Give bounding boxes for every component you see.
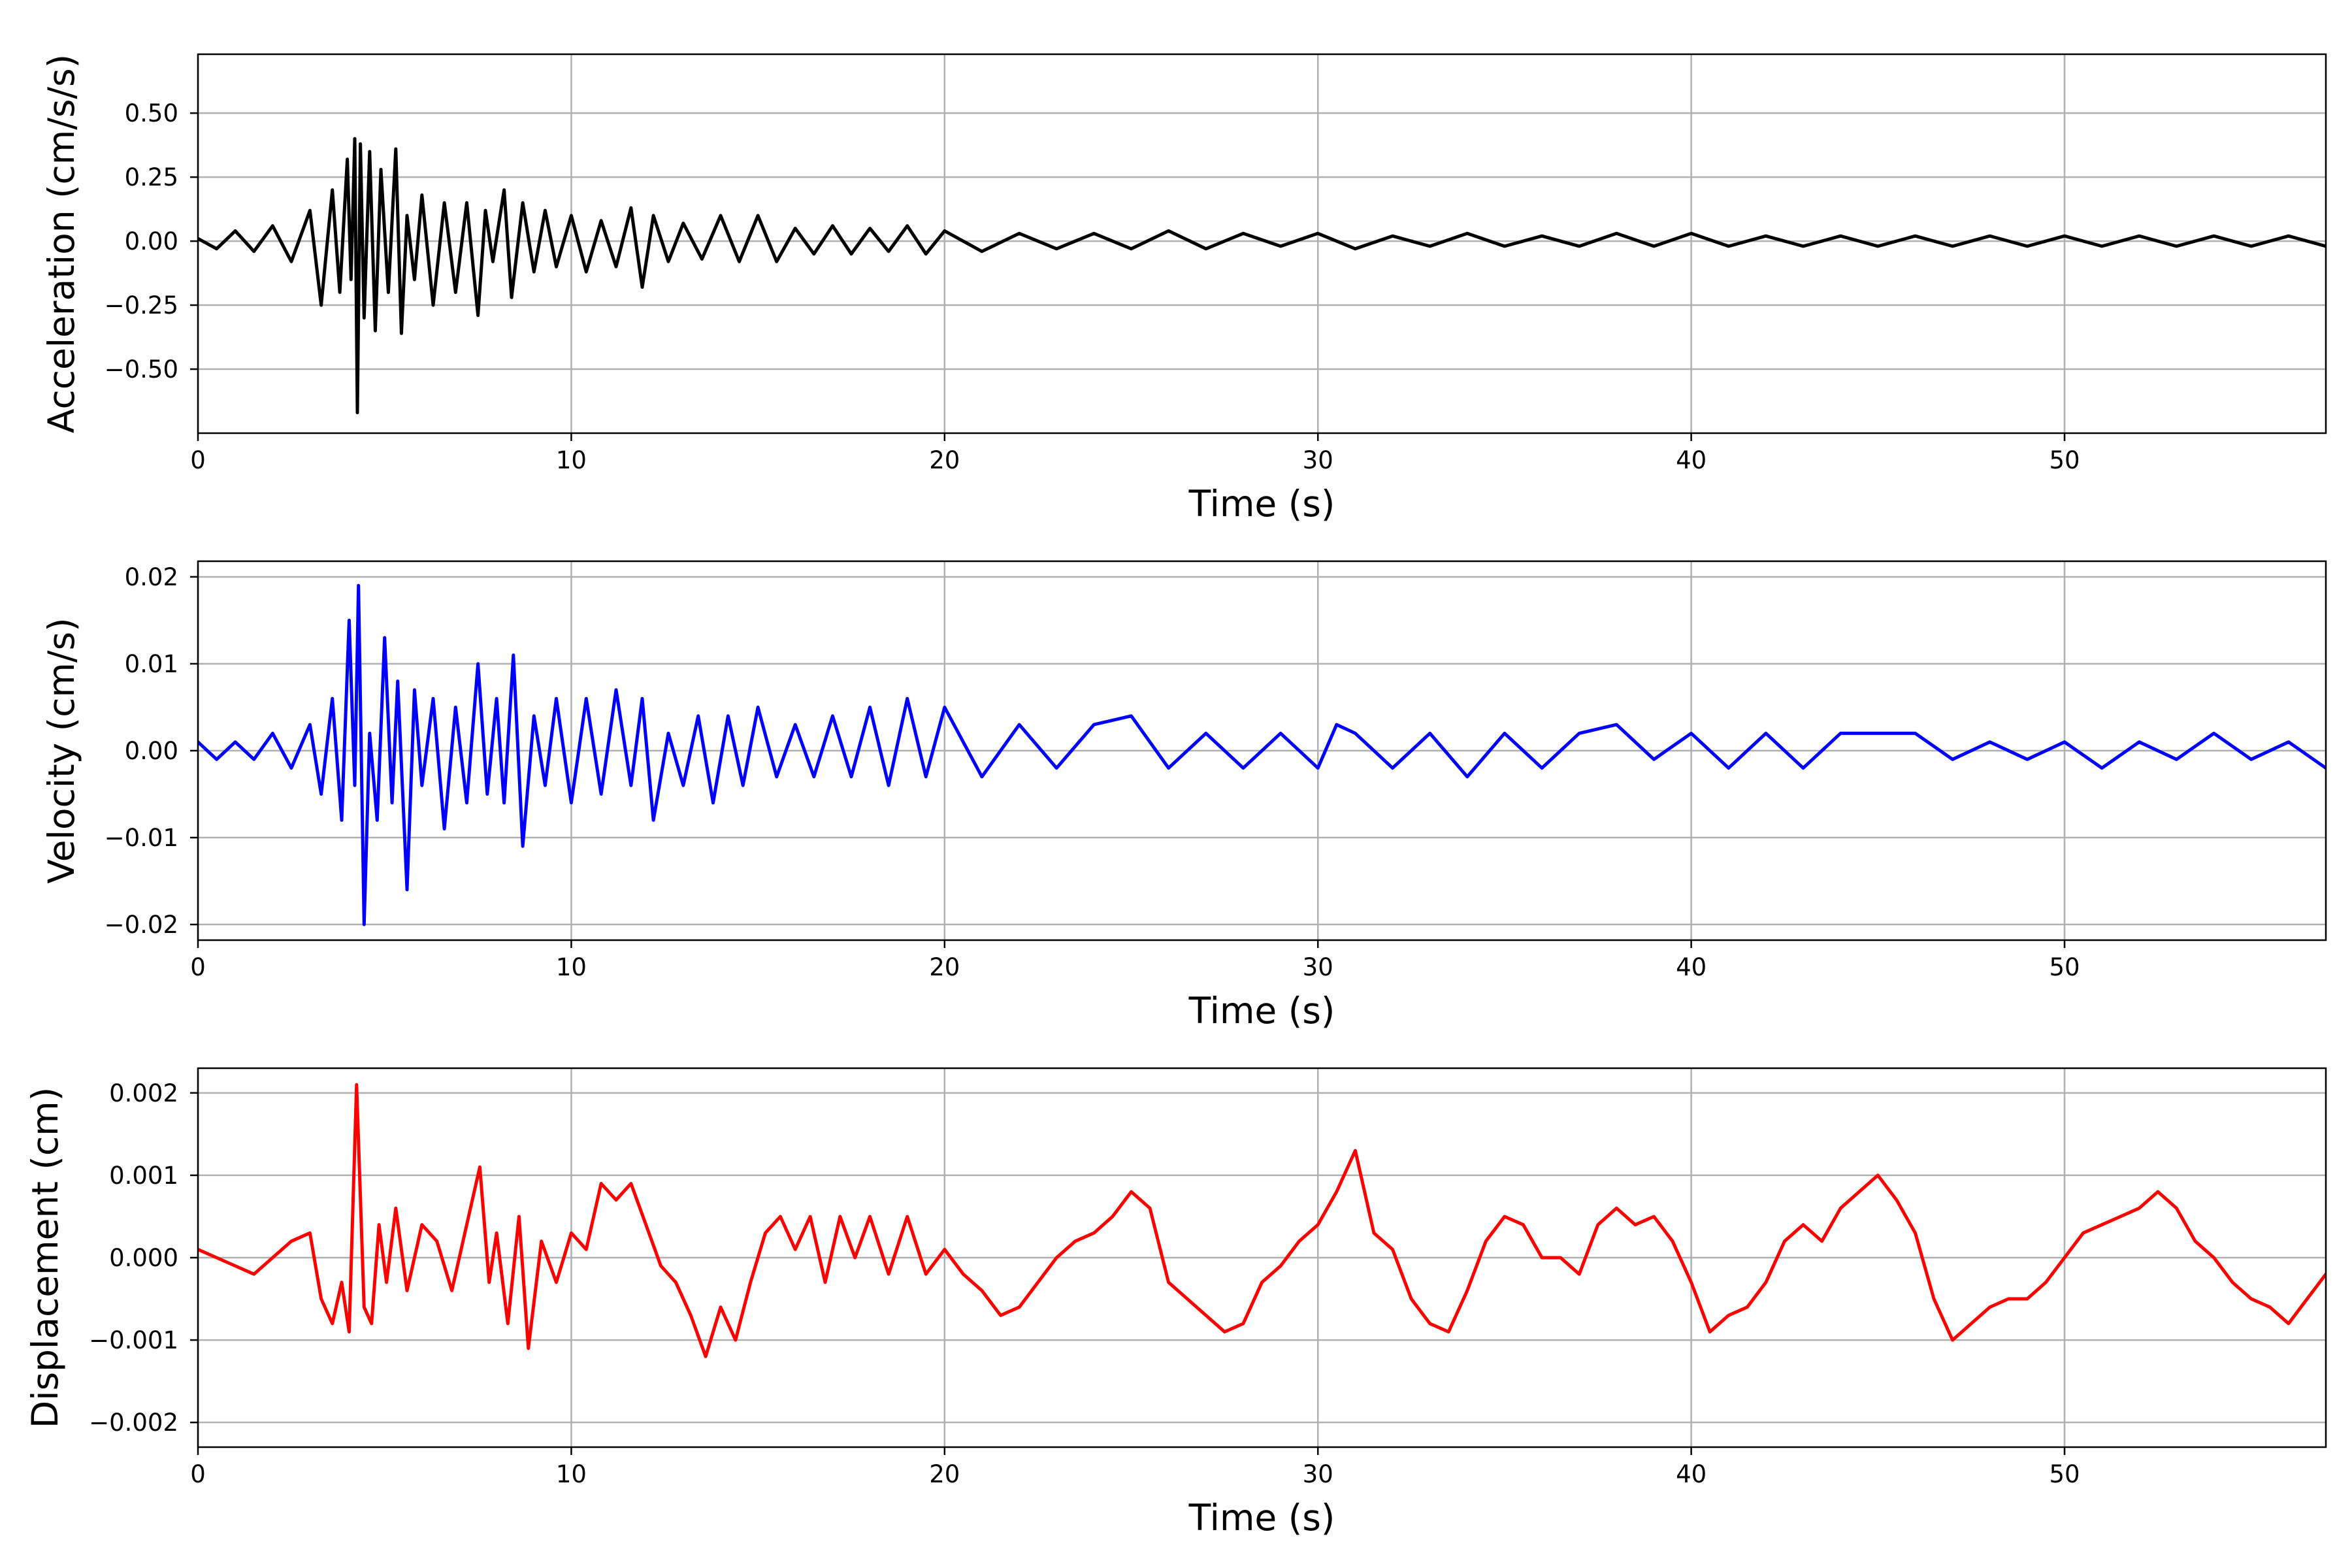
displacement-xtick-label-5: 50 — [2049, 1460, 2080, 1488]
acceleration-ytick-label-4: −0.50 — [105, 355, 178, 384]
velocity-xtick-label-5: 50 — [2049, 953, 2080, 981]
displacement-yaxis-label: Displacement (cm) — [24, 1087, 66, 1428]
velocity-xtick-label-1: 10 — [556, 953, 587, 981]
velocity-xaxis-label: Time (s) — [1188, 990, 1335, 1032]
displacement-xtick-label-0: 0 — [190, 1460, 206, 1488]
acceleration-xtick-label-1: 10 — [556, 446, 587, 474]
displacement-xtick-label-2: 20 — [929, 1460, 960, 1488]
velocity-panel: 0 10 20 30 40 50 0.02 0.01 0.00 −0.01 −0.02 Time (s… — [41, 560, 2327, 1032]
acceleration-plot-frame — [197, 53, 2327, 434]
velocity-ytick-label-0: 0.02 — [125, 563, 178, 591]
velocity-ytick-label-2: 0.00 — [125, 737, 178, 765]
velocity-xtick-label-2: 20 — [929, 953, 960, 981]
acceleration-series-line — [198, 137, 2326, 415]
displacement-series-line — [198, 1083, 2326, 1358]
displacement-xtick-label-1: 10 — [556, 1460, 587, 1488]
velocity-xtick-label-4: 40 — [1676, 953, 1707, 981]
displacement-panel: 0 10 20 30 40 50 0.002 0.001 0.000 −0.001 −0.002 Ti… — [24, 1067, 2327, 1539]
displacement-xtick-label-4: 40 — [1676, 1460, 1707, 1488]
acceleration-panel: 0 10 20 30 40 50 0.50 0.25 0.00 −0.25 −0.50 Time (s… — [41, 53, 2327, 525]
velocity-series-line — [198, 583, 2326, 926]
acceleration-xtick-label-2: 20 — [929, 446, 960, 474]
acceleration-ytick-label-1: 0.25 — [125, 163, 178, 191]
displacement-ytick-label-2: 0.000 — [109, 1244, 178, 1272]
displacement-ytick-label-3: −0.001 — [89, 1326, 178, 1354]
acceleration-ytick-label-0: 0.50 — [125, 99, 178, 127]
acceleration-ytick-label-2: 0.00 — [125, 227, 178, 255]
velocity-xtick-label-3: 30 — [1303, 953, 1333, 981]
acceleration-xaxis-label: Time (s) — [1188, 483, 1335, 525]
velocity-ytick-label-1: 0.01 — [125, 650, 178, 678]
displacement-ytick-label-0: 0.002 — [109, 1079, 178, 1107]
acceleration-ytick-label-3: −0.25 — [105, 291, 178, 319]
velocity-xtick-label-0: 0 — [190, 953, 206, 981]
velocity-ytick-label-4: −0.02 — [105, 911, 178, 939]
velocity-yaxis-label: Velocity (cm/s) — [41, 617, 82, 883]
acceleration-yaxis-label: Acceleration (cm/s/s) — [41, 54, 82, 433]
acceleration-xtick-label-5: 50 — [2049, 446, 2080, 474]
acceleration-xtick-label-4: 40 — [1676, 446, 1707, 474]
displacement-xtick-label-3: 30 — [1303, 1460, 1333, 1488]
acceleration-xtick-label-3: 30 — [1303, 446, 1333, 474]
displacement-ytick-label-1: 0.001 — [109, 1162, 178, 1190]
displacement-xaxis-label: Time (s) — [1188, 1497, 1335, 1539]
displacement-ytick-label-4: −0.002 — [89, 1409, 178, 1437]
velocity-ytick-label-3: −0.01 — [105, 824, 178, 852]
acceleration-xtick-label-0: 0 — [190, 446, 206, 474]
